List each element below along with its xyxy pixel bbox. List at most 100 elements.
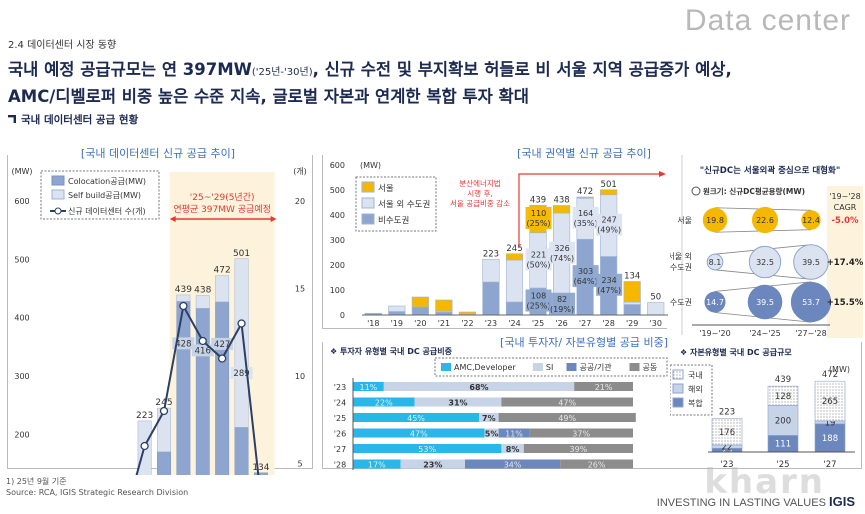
section-title: [국내 투자자/ 자본유형별 공급 비중] <box>500 336 668 349</box>
watermark: kharn <box>704 462 825 502</box>
label-bg <box>572 265 599 288</box>
bubble-label: 8.1 <box>709 258 722 267</box>
y-tick-label: 500 <box>14 255 29 264</box>
bubble <box>704 291 726 313</box>
bubble-label: 12.4 <box>802 216 820 225</box>
chart-title: [국내 데이터센터 신규 공급 추이] <box>81 147 235 160</box>
legend-label: 신규 데이터센터 수(개) <box>68 206 146 216</box>
legend-label: Colocation공급(MW) <box>68 177 146 186</box>
bar-segment <box>479 413 499 422</box>
bar-segment <box>482 281 500 316</box>
legend-label: 복합 <box>688 399 703 408</box>
bar-segment <box>435 299 453 312</box>
segment-label: 47% <box>410 430 428 439</box>
label-bg <box>596 213 623 236</box>
y2-tick-label: 15 <box>295 285 305 294</box>
segment-label: 49% <box>558 414 576 423</box>
title-bg <box>72 145 244 161</box>
chart-title: "신규DC는 서울외곽 중심으로 대형화" <box>700 165 841 176</box>
segment-label: 111 <box>775 440 791 450</box>
legend-label: 해외 <box>688 384 703 394</box>
bubble-label: 39.5 <box>802 258 820 267</box>
investor-share-chart: [국내 투자자/ 자본유형별 공급 비중] ❖ 투자자 유형별 국내 DC 공급비… <box>330 334 675 470</box>
bar-segment <box>574 382 633 391</box>
bar-segment <box>458 311 476 315</box>
bar-total-label: 438 <box>553 196 569 206</box>
bar-segment <box>498 413 636 422</box>
legend-label: 서울 <box>378 184 394 194</box>
bar-total-label: 223 <box>483 249 499 259</box>
bubble <box>793 244 829 280</box>
bar-segment <box>353 413 479 422</box>
bar-colocation <box>215 301 230 475</box>
bar-segment <box>353 397 415 407</box>
bubble-label: 53.7 <box>802 298 820 307</box>
bar-colocation <box>253 472 268 475</box>
annotation-text: 분산에너지법 <box>459 178 500 188</box>
x-tick-label: '27 <box>579 319 591 328</box>
x-tick-label: '27~'28 <box>795 329 826 338</box>
segment-label: (35%) <box>574 219 598 228</box>
legend-swatch <box>672 383 684 394</box>
bar-total-label: 438 <box>194 286 211 296</box>
segment-label: 39% <box>570 445 588 454</box>
bar-selfbuild <box>215 275 230 303</box>
segment-label: 26% <box>588 461 606 470</box>
x-tick-label: '26 <box>555 319 567 328</box>
bar-segment <box>623 301 641 305</box>
igis-logo: IGIS <box>828 494 855 509</box>
legend-swatch <box>361 197 375 209</box>
bar-segment <box>411 306 429 316</box>
segment-label: 221 <box>531 250 546 259</box>
x-tick-label: '30 <box>650 319 662 328</box>
label-bg <box>525 289 552 312</box>
bar-segment <box>353 459 401 469</box>
bar-segment <box>388 311 406 316</box>
bar-segment <box>400 459 465 469</box>
cagr-value: +15.5% <box>827 298 864 308</box>
y2-tick-label: 10 <box>295 372 305 381</box>
cagr-header: CAGR <box>834 203 857 212</box>
y-tick-label: 300 <box>330 236 345 245</box>
legend-marker <box>54 207 62 215</box>
x-tick-label: '25 <box>776 460 789 470</box>
y-axis-label: (MW) <box>11 167 32 176</box>
bubble <box>790 281 832 323</box>
bar-total-label: 439 <box>530 195 546 205</box>
bar-segment <box>498 428 530 438</box>
cagr-value: +17.4% <box>827 258 864 268</box>
bubble-label: 39.5 <box>756 298 774 307</box>
title-bg <box>500 334 675 350</box>
x-tick-label: '24 <box>508 319 520 328</box>
y-tick-label: 0 <box>340 311 345 320</box>
segment-label: 53% <box>418 445 436 454</box>
regional-supply-panel <box>322 155 667 329</box>
subheading-text: 국내 데이터센터 공급 현황 <box>21 114 139 126</box>
bar-upper-label: 289 <box>233 369 249 379</box>
chart-title: [국내 권역별 신규 공급 추이] <box>517 147 651 160</box>
legend-swatch <box>629 363 640 371</box>
bubble <box>702 207 728 233</box>
bar-segment <box>623 281 641 303</box>
segment-label: 82 <box>557 295 567 304</box>
y-tick-label: 500 <box>330 186 345 195</box>
cagr-header: '19~'28 <box>829 192 860 201</box>
bar-total-label: 472 <box>822 370 838 380</box>
footnote: 1) 25년 9월 기준 <box>6 477 67 486</box>
y-tick-label: 600 <box>14 197 29 206</box>
legend-label: 서울 외 수도권 <box>378 199 430 210</box>
segment-label: 19 <box>825 418 836 428</box>
bar-selfbuild <box>195 295 210 309</box>
bar-segment <box>600 189 618 196</box>
x-tick-label: '23 <box>485 319 497 328</box>
bar-segment <box>482 258 500 283</box>
bar-segment <box>711 418 743 446</box>
segment-label: 47% <box>558 399 576 408</box>
annotation-arrow <box>518 173 660 248</box>
y-tick-label: 400 <box>14 314 29 323</box>
legend-swatch <box>51 175 65 186</box>
segment-label: 22% <box>375 399 393 408</box>
x-tick-label: '27 <box>823 460 836 470</box>
y-tick-label: 400 <box>330 211 345 220</box>
headline-line1b: , 신규 수전 및 부지확보 허들로 비 서울 지역 공급증가 예상, <box>312 60 732 79</box>
